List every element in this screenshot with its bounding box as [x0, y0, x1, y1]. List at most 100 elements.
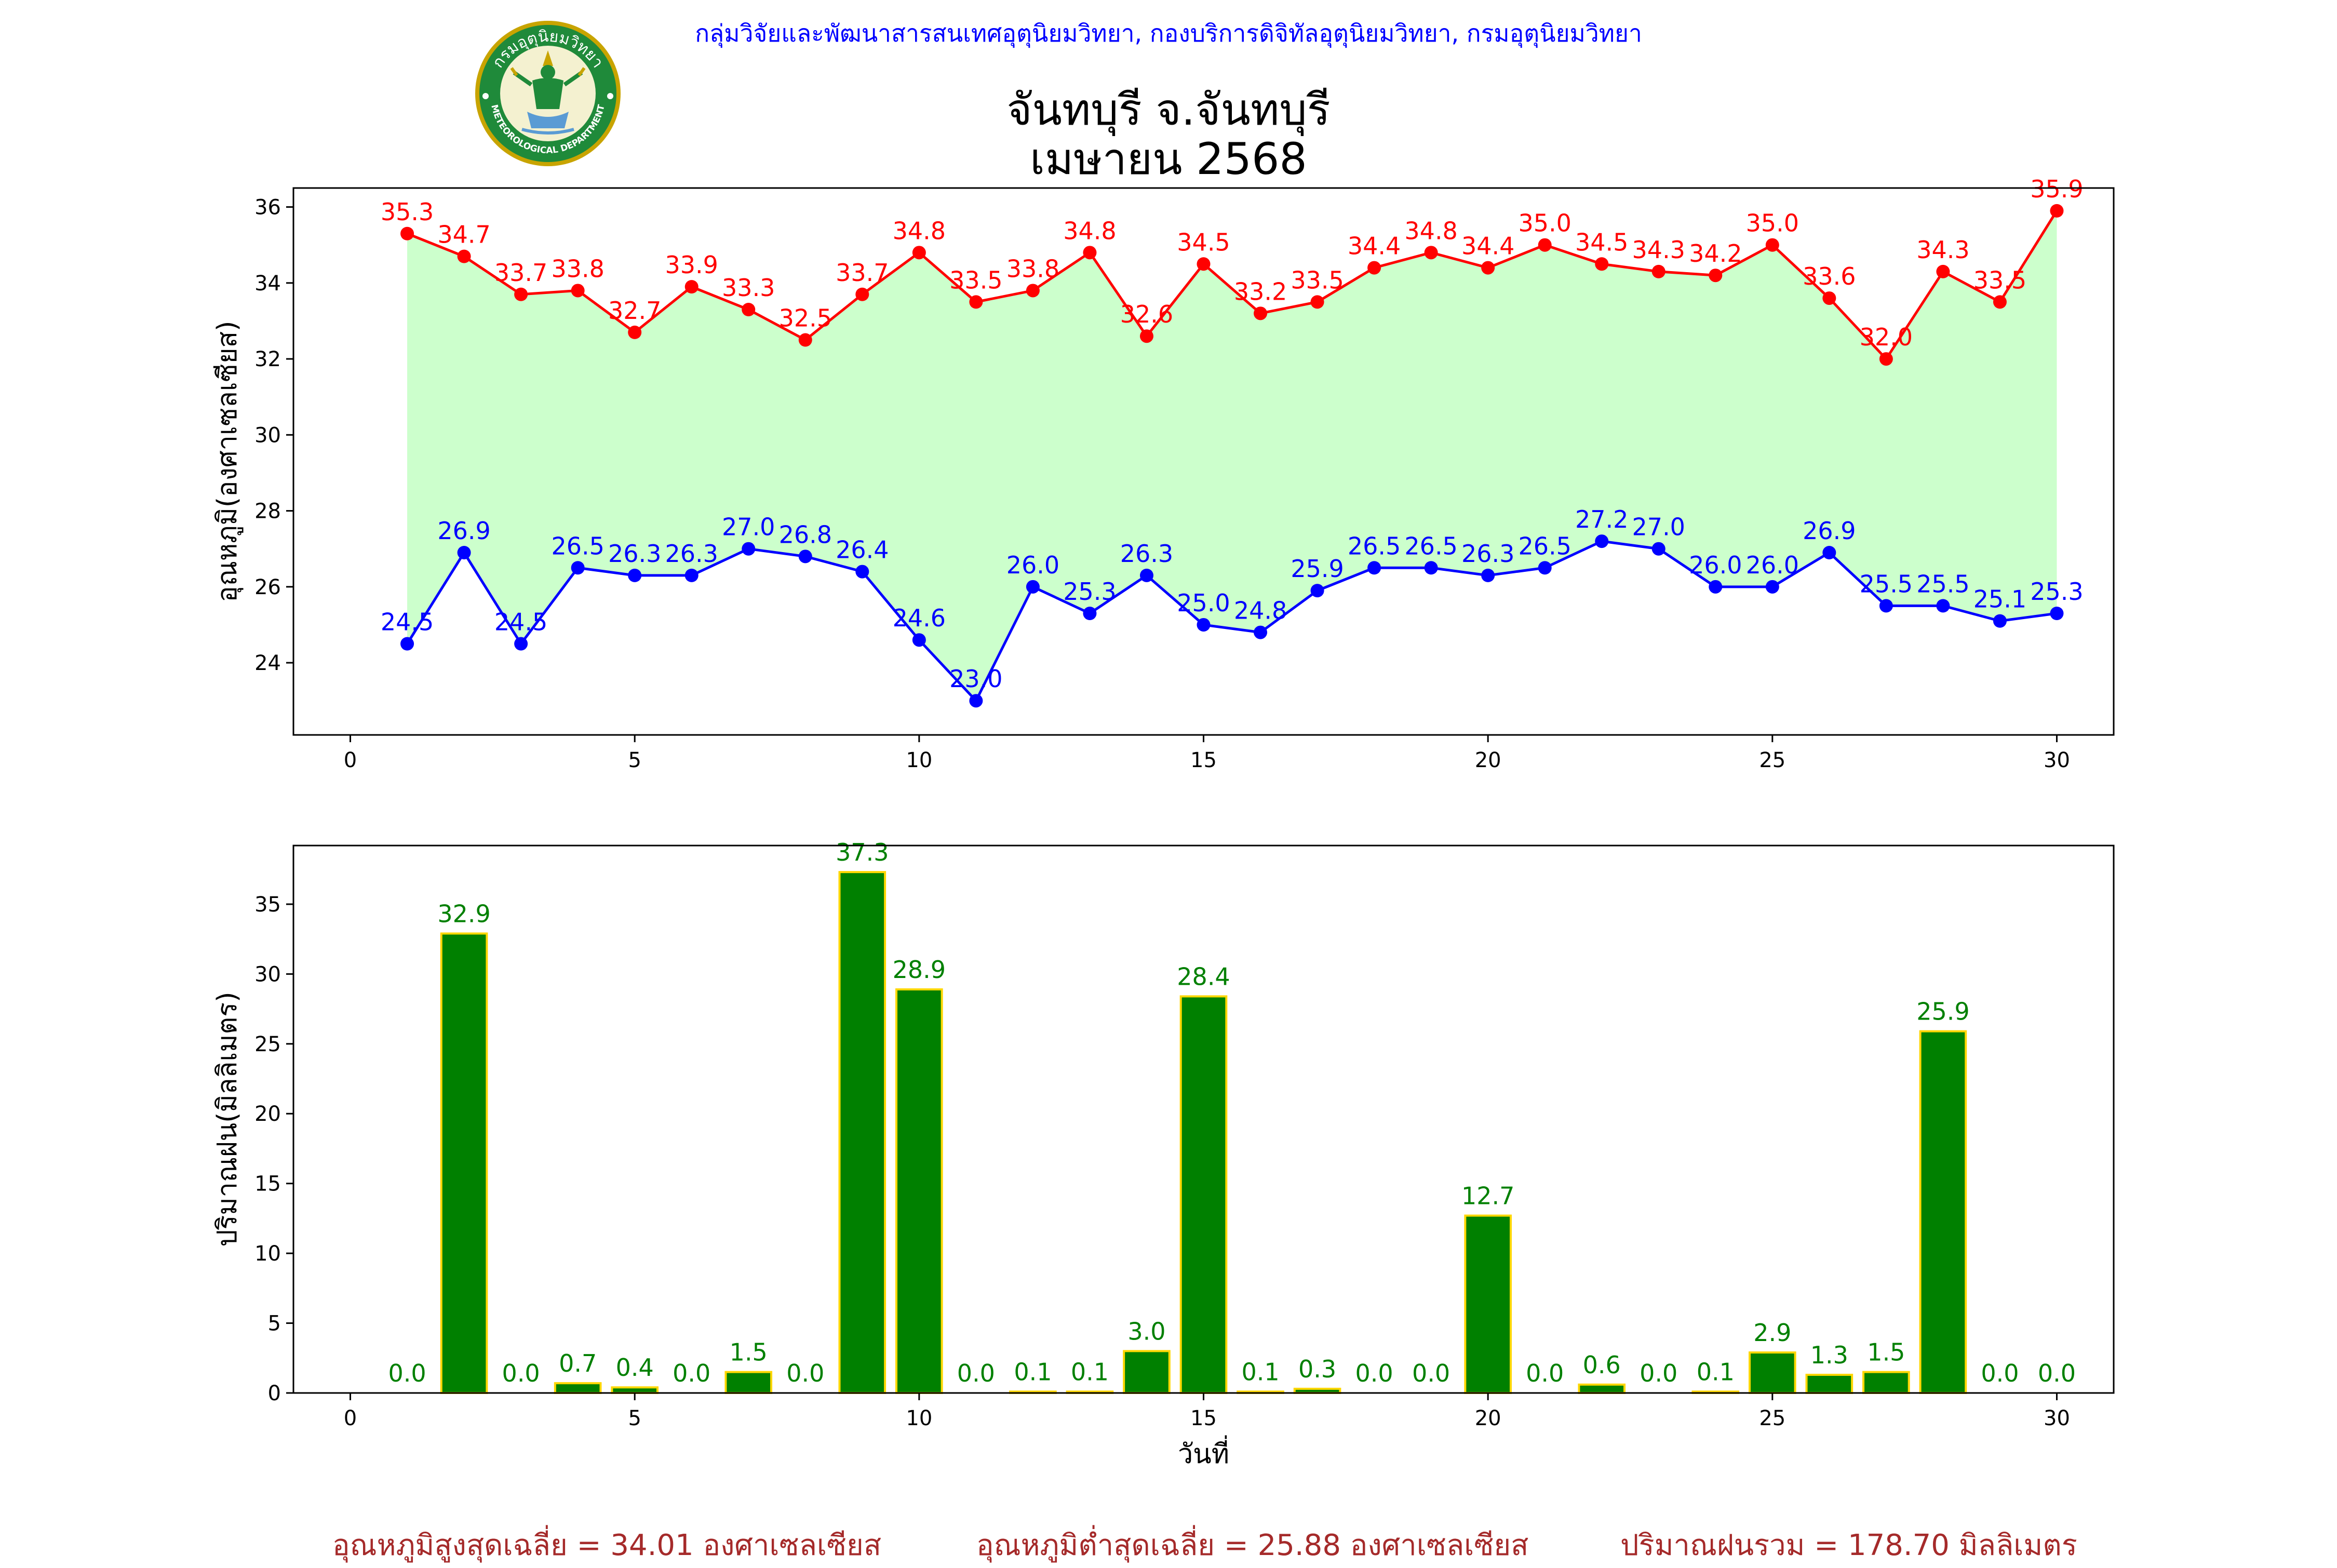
rain-bar-label: 0.1: [1014, 1358, 1052, 1386]
max-temperature-point: [1709, 269, 1723, 283]
rain-bar-label: 0.6: [1583, 1351, 1621, 1379]
chart-title-month: เมษายน 2568: [1030, 133, 1307, 184]
max-temperature-point: [628, 325, 642, 339]
min-temperature-point: [2050, 607, 2064, 620]
max-temperature-label: 35.0: [1746, 209, 1799, 237]
rain-bar-label: 25.9: [1916, 998, 1969, 1026]
min-temperature-label: 26.5: [1404, 532, 1457, 560]
max-temperature-point: [1936, 264, 1950, 278]
max-temperature-point: [1026, 284, 1040, 298]
temperature-y-tick-label: 34: [254, 272, 281, 296]
temperature-y-tick-label: 36: [254, 196, 281, 220]
rain-bar-label: 0.0: [786, 1359, 824, 1387]
min-temperature-label: 26.5: [551, 532, 604, 560]
max-temperature-label: 34.7: [437, 221, 490, 249]
rain-bar: [1179, 995, 1228, 1394]
rain-bar: [611, 1386, 659, 1394]
rain-x-tick-label: 15: [1190, 1406, 1217, 1430]
rain-bar-label: 12.7: [1461, 1182, 1514, 1210]
temperature-y-tick-label: 26: [254, 575, 281, 599]
min-temperature-point: [1310, 584, 1324, 598]
min-temperature-point: [1254, 625, 1268, 639]
min-temperature-label: 26.0: [1006, 551, 1059, 579]
temperature-x-tick-label: 10: [906, 748, 932, 772]
min-temperature-label: 27.0: [1632, 513, 1685, 541]
rain-bar-label: 0.1: [1071, 1358, 1109, 1386]
rain-bar-label: 1.5: [1867, 1338, 1905, 1366]
max-temperature-label: 35.9: [2030, 175, 2083, 203]
min-temperature-label: 26.5: [1518, 532, 1571, 560]
rain-bar: [554, 1382, 602, 1394]
rainfall-chart: 0.0 32.9 0.0 0.7 0.4 0.0 1.5 0.0 37.3 28.9 0.0 0.1 0…: [212, 838, 2115, 1470]
min-temperature-label: 25.1: [1973, 585, 2026, 613]
rain-x-tick-label: 20: [1475, 1406, 1501, 1430]
min-temperature-point: [684, 568, 699, 582]
min-temperature-label: 26.0: [1689, 551, 1742, 579]
rain-x-tick-label: 0: [344, 1406, 357, 1430]
rain-bar: [1919, 1030, 1967, 1395]
min-temperature-point: [1709, 580, 1723, 594]
rain-y-tick-label: 10: [254, 1242, 281, 1266]
min-temperature-point: [1879, 599, 1893, 613]
max-temperature-point: [1083, 246, 1097, 260]
rain-bar-label: 3.0: [1127, 1317, 1165, 1345]
min-temperature-label: 27.2: [1575, 505, 1628, 533]
rain-bar-label: 0.0: [388, 1359, 426, 1387]
min-temperature-label: 25.9: [1291, 555, 1344, 583]
temperature-x-tick-label: 15: [1190, 748, 1217, 772]
min-temperature-point: [855, 565, 869, 579]
min-temperature-label: 24.5: [494, 608, 547, 636]
rain-bar-label: 37.3: [836, 838, 889, 866]
min-temperature-point: [628, 568, 642, 582]
max-temperature-label: 32.5: [779, 304, 832, 332]
max-temperature-point: [514, 287, 528, 301]
max-temperature-point: [1424, 246, 1438, 260]
min-temperature-point: [1651, 542, 1666, 556]
rain-bar-label: 0.0: [957, 1359, 995, 1387]
department-header: กลุ่มวิจัยและพัฒนาสารสนเทศอุตุนิยมวิทยา,…: [695, 19, 1642, 47]
temperature-y-tick-label: 24: [254, 651, 281, 675]
temperature-y-axis-label: อุณหภูมิ(องศาเซลเซียส): [212, 321, 244, 602]
rain-bar-label: 0.0: [1640, 1359, 1677, 1387]
max-temperature-point: [1879, 352, 1893, 366]
min-temperature-point: [1197, 618, 1211, 632]
temperature-x-tick-label: 20: [1475, 748, 1501, 772]
rain-y-tick-label: 25: [254, 1033, 281, 1056]
min-temperature-point: [969, 694, 983, 708]
min-temperature-label: 26.3: [1120, 540, 1173, 568]
min-temperature-point: [1936, 599, 1950, 613]
rain-bar: [1749, 1351, 1796, 1394]
max-temperature-label: 33.5: [1973, 266, 2026, 294]
min-temperature-point: [1595, 534, 1609, 548]
deity-figure-icon: [510, 50, 586, 135]
max-temperature-label: 32.0: [1860, 323, 1913, 351]
min-temperature-point: [1083, 607, 1097, 620]
max-temperature-line: [407, 210, 2058, 361]
rain-bar-label: 0.0: [502, 1359, 540, 1387]
temperature-y-tick-label: 30: [254, 423, 281, 447]
max-temperature-point: [798, 333, 812, 347]
min-temperature-label: 27.0: [722, 513, 775, 541]
min-temperature-point: [571, 561, 585, 575]
min-temperature-label: 24.8: [1234, 597, 1287, 625]
rain-y-tick-label: 15: [254, 1172, 281, 1196]
max-temperature-point: [2050, 204, 2064, 218]
rain-bar-label: 0.0: [1412, 1359, 1450, 1387]
max-temperature-label: 33.5: [1291, 266, 1344, 294]
max-temperature-label: 34.3: [1632, 236, 1685, 264]
max-temperature-label: 33.8: [551, 254, 604, 283]
min-temperature-point: [514, 637, 528, 651]
footer-avg-max: อุณหภูมิสูงสุดเฉลี่ย = 34.01 องศาเซลเซีย…: [332, 1529, 882, 1562]
max-temperature-point: [1993, 295, 2007, 309]
max-temperature-point: [1481, 261, 1495, 275]
temperature-range-fill: [407, 210, 2057, 701]
rain-bar-label: 0.0: [1355, 1359, 1393, 1387]
min-temperature-label: 26.0: [1746, 551, 1799, 579]
min-temperature-point: [1026, 580, 1040, 594]
rain-bar: [1578, 1383, 1626, 1395]
min-temperature-label: 25.3: [2030, 578, 2083, 606]
min-temperature-point: [1822, 546, 1836, 559]
rain-bar-label: 32.9: [437, 900, 490, 928]
rain-bar: [1464, 1214, 1512, 1394]
rain-x-tick-label: 5: [628, 1406, 641, 1430]
